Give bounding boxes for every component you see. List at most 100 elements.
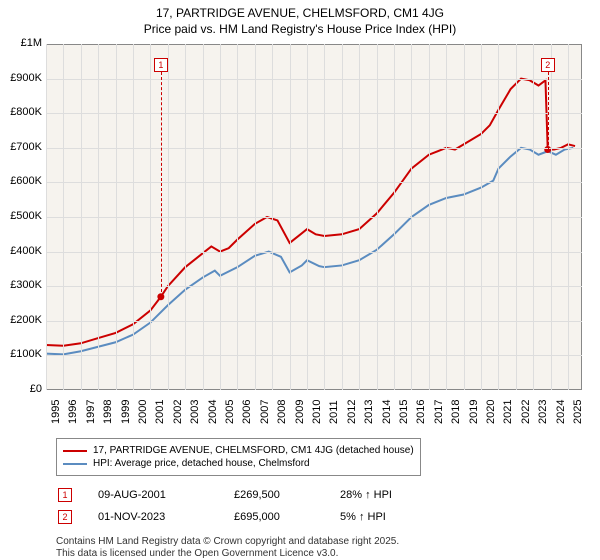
gridline-h bbox=[46, 286, 582, 287]
gridline-v bbox=[481, 44, 482, 390]
gridline-h bbox=[46, 113, 582, 114]
gridline-v bbox=[255, 44, 256, 390]
x-axis-label: 2005 bbox=[224, 400, 236, 424]
marker-dashed-line bbox=[161, 72, 162, 297]
gridline-h bbox=[46, 321, 582, 322]
x-axis-label: 2011 bbox=[328, 400, 340, 424]
gridline-v bbox=[429, 44, 430, 390]
x-axis-label: 2006 bbox=[241, 400, 253, 424]
x-axis-label: 2015 bbox=[398, 400, 410, 424]
gridline-h bbox=[46, 252, 582, 253]
x-axis-label: 2016 bbox=[415, 400, 427, 424]
y-axis-label: £0 bbox=[0, 383, 42, 395]
gridline-v bbox=[133, 44, 134, 390]
event-date: 09-AUG-2001 bbox=[98, 489, 208, 501]
x-axis-label: 2020 bbox=[485, 400, 497, 424]
y-axis-label: £400K bbox=[0, 245, 42, 257]
gridline-v bbox=[185, 44, 186, 390]
gridline-v bbox=[290, 44, 291, 390]
gridline-v bbox=[551, 44, 552, 390]
gridline-v bbox=[237, 44, 238, 390]
y-axis-label: £100K bbox=[0, 348, 42, 360]
y-axis-label: £600K bbox=[0, 175, 42, 187]
x-axis-label: 2019 bbox=[468, 400, 480, 424]
x-axis-label: 1995 bbox=[50, 400, 62, 424]
gridline-h bbox=[46, 182, 582, 183]
y-axis-label: £200K bbox=[0, 314, 42, 326]
gridline-v bbox=[63, 44, 64, 390]
gridline-h bbox=[46, 217, 582, 218]
gridline-v bbox=[464, 44, 465, 390]
gridline-v bbox=[220, 44, 221, 390]
gridline-v bbox=[359, 44, 360, 390]
gridline-v bbox=[203, 44, 204, 390]
marker-box: 2 bbox=[541, 58, 555, 72]
gridline-v bbox=[46, 44, 47, 390]
x-axis-label: 2025 bbox=[572, 400, 584, 424]
event-row: 2 01-NOV-2023 £695,000 5% ↑ HPI bbox=[58, 510, 386, 524]
gridline-v bbox=[411, 44, 412, 390]
legend-item: HPI: Average price, detached house, Chel… bbox=[63, 458, 414, 469]
gridline-v bbox=[377, 44, 378, 390]
x-axis-label: 2004 bbox=[207, 400, 219, 424]
event-price: £695,000 bbox=[234, 511, 314, 523]
gridline-v bbox=[116, 44, 117, 390]
x-axis-label: 2009 bbox=[294, 400, 306, 424]
legend-item: 17, PARTRIDGE AVENUE, CHELMSFORD, CM1 4J… bbox=[63, 445, 414, 456]
x-axis-label: 2012 bbox=[346, 400, 358, 424]
gridline-v bbox=[498, 44, 499, 390]
footer-line2: This data is licensed under the Open Gov… bbox=[56, 548, 338, 559]
legend-box: 17, PARTRIDGE AVENUE, CHELMSFORD, CM1 4J… bbox=[56, 438, 421, 476]
y-axis-label: £900K bbox=[0, 72, 42, 84]
gridline-v bbox=[324, 44, 325, 390]
chart-svg bbox=[0, 0, 600, 560]
event-price: £269,500 bbox=[234, 489, 314, 501]
marker-dashed-line bbox=[548, 72, 549, 150]
series-line bbox=[46, 79, 575, 346]
gridline-v bbox=[516, 44, 517, 390]
footer-line1: Contains HM Land Registry data © Crown c… bbox=[56, 536, 399, 547]
gridline-v bbox=[98, 44, 99, 390]
legend-swatch bbox=[63, 463, 87, 465]
x-axis-label: 2007 bbox=[259, 400, 271, 424]
y-axis-label: £500K bbox=[0, 210, 42, 222]
y-axis-label: £700K bbox=[0, 141, 42, 153]
event-marker-box: 1 bbox=[58, 488, 72, 502]
gridline-v bbox=[168, 44, 169, 390]
x-axis-label: 2022 bbox=[520, 400, 532, 424]
event-date: 01-NOV-2023 bbox=[98, 511, 208, 523]
x-axis-label: 1997 bbox=[85, 400, 97, 424]
legend-swatch bbox=[63, 450, 87, 452]
legend-label: HPI: Average price, detached house, Chel… bbox=[93, 458, 310, 469]
gridline-v bbox=[150, 44, 151, 390]
gridline-h bbox=[46, 148, 582, 149]
x-axis-label: 2010 bbox=[311, 400, 323, 424]
x-axis-label: 2002 bbox=[172, 400, 184, 424]
event-row: 1 09-AUG-2001 £269,500 28% ↑ HPI bbox=[58, 488, 392, 502]
x-axis-label: 2023 bbox=[537, 400, 549, 424]
gridline-v bbox=[568, 44, 569, 390]
y-axis-label: £1M bbox=[0, 37, 42, 49]
x-axis-label: 1996 bbox=[67, 400, 79, 424]
x-axis-label: 2000 bbox=[137, 400, 149, 424]
gridline-v bbox=[446, 44, 447, 390]
gridline-h bbox=[46, 79, 582, 80]
event-delta: 28% ↑ HPI bbox=[340, 489, 392, 501]
legend-label: 17, PARTRIDGE AVENUE, CHELMSFORD, CM1 4J… bbox=[93, 445, 414, 456]
x-axis-label: 2008 bbox=[276, 400, 288, 424]
x-axis-label: 2018 bbox=[450, 400, 462, 424]
x-axis-label: 2001 bbox=[154, 400, 166, 424]
x-axis-label: 2014 bbox=[381, 400, 393, 424]
x-axis-label: 2003 bbox=[189, 400, 201, 424]
event-marker-box: 2 bbox=[58, 510, 72, 524]
y-axis-label: £300K bbox=[0, 279, 42, 291]
gridline-v bbox=[307, 44, 308, 390]
x-axis-label: 2017 bbox=[433, 400, 445, 424]
marker-box: 1 bbox=[154, 58, 168, 72]
gridline-v bbox=[272, 44, 273, 390]
x-axis-label: 2013 bbox=[363, 400, 375, 424]
gridline-v bbox=[81, 44, 82, 390]
event-delta: 5% ↑ HPI bbox=[340, 511, 386, 523]
gridline-v bbox=[394, 44, 395, 390]
y-axis-label: £800K bbox=[0, 106, 42, 118]
